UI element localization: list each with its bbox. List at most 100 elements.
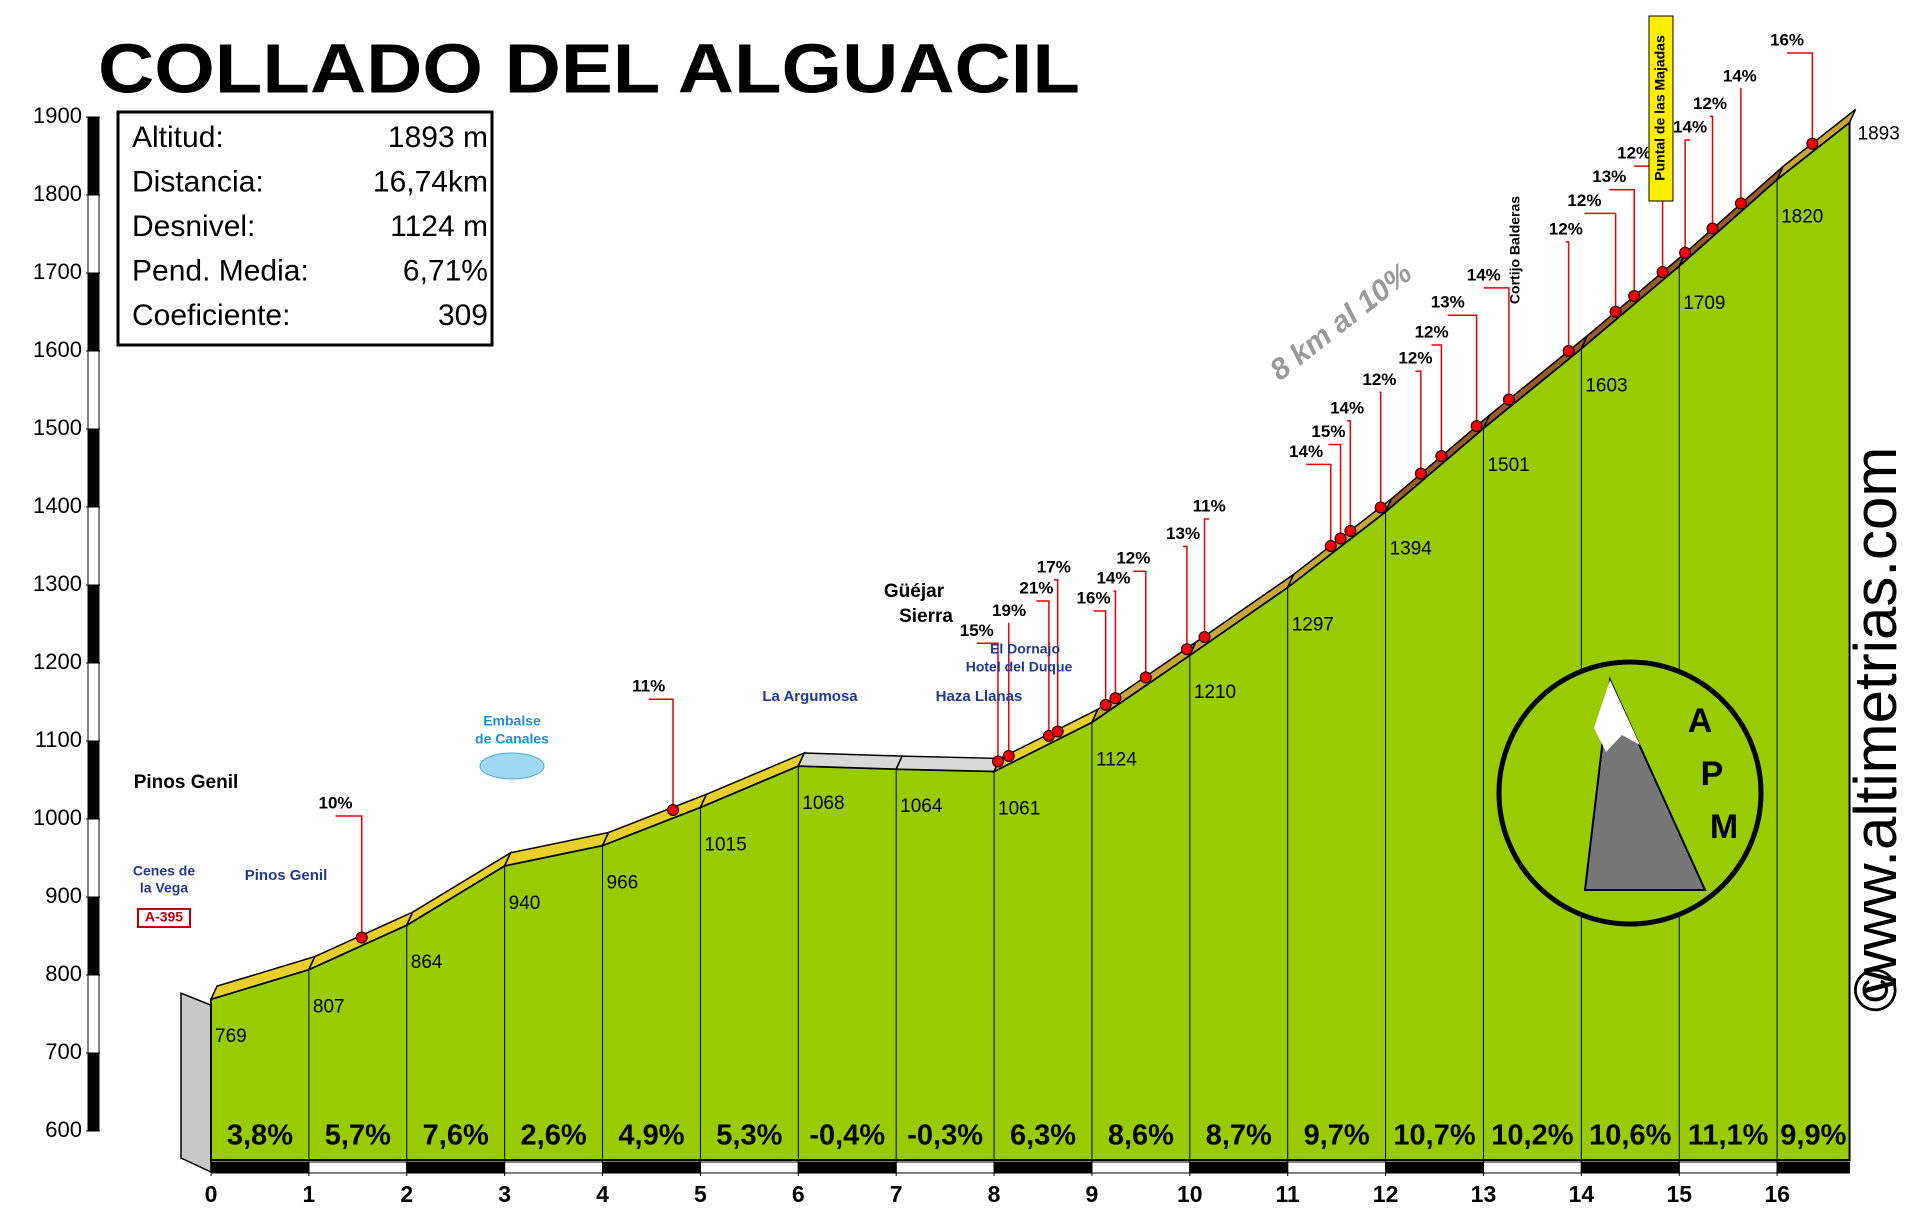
pin-dot	[355, 931, 368, 944]
info-value: 6,71%	[403, 254, 488, 287]
pin-dot	[1806, 137, 1819, 150]
km-bar	[210, 1161, 310, 1174]
vertical-place: Puntal de las Majadas	[1652, 35, 1668, 181]
y-axis-segment	[87, 1052, 100, 1132]
km-bar	[895, 1161, 995, 1174]
elevation-label: 1297	[1292, 614, 1334, 635]
y-tick-label: 700	[45, 1039, 82, 1064]
place-label: Hotel del Duque	[966, 659, 1073, 675]
km-bar	[1678, 1161, 1778, 1174]
pin-label: 19%	[992, 601, 1026, 620]
pin-label: 16%	[1770, 30, 1804, 49]
pin-line	[1306, 463, 1332, 547]
km-bar	[993, 1161, 1093, 1174]
km-bar	[1189, 1161, 1289, 1174]
place-label: El Dornajo	[990, 641, 1060, 657]
pin-dot	[1344, 524, 1357, 537]
km-bar	[1385, 1161, 1484, 1174]
pin-dot	[1099, 698, 1112, 711]
y-tick-label: 800	[45, 961, 82, 986]
pin-line	[1565, 241, 1570, 352]
pin-label: 12%	[1617, 144, 1651, 163]
pin-dot	[1180, 643, 1193, 656]
pin-label: 14%	[1467, 265, 1501, 284]
elevation-label: 864	[411, 952, 443, 973]
x-tick-label: 9	[1086, 1181, 1099, 1207]
y-axis-segment	[87, 974, 100, 1054]
y-tick-label: 1300	[33, 571, 82, 596]
pin-dot	[1139, 671, 1152, 684]
pin-label: 12%	[1116, 549, 1150, 568]
elevation-label: 769	[215, 1026, 247, 1047]
pin-dot	[1562, 345, 1575, 358]
pin-line	[335, 815, 363, 938]
pin-dot	[1002, 750, 1015, 763]
y-tick-label: 1000	[33, 805, 82, 830]
x-tick-label: 16	[1764, 1181, 1790, 1207]
grade-label: 10,7%	[1393, 1120, 1475, 1152]
pin-line	[1584, 212, 1617, 312]
km-bar	[1580, 1161, 1680, 1174]
logo-letter: P	[1701, 755, 1724, 793]
pin-label: 14%	[1723, 67, 1757, 86]
y-tick-label: 1400	[33, 493, 82, 518]
pin-dot	[1679, 246, 1692, 259]
grade-label: 8,6%	[1108, 1120, 1174, 1152]
y-tick-label: 1500	[33, 415, 82, 440]
grade-label: -0,3%	[907, 1120, 983, 1152]
grade-band	[797, 752, 904, 770]
place-label: de Canales	[475, 731, 549, 747]
y-tick-label: 600	[45, 1117, 82, 1142]
pin-line	[1447, 314, 1478, 427]
pin-dot	[991, 755, 1004, 768]
pin-line	[1431, 344, 1443, 457]
info-label: Desnivel:	[132, 210, 255, 243]
place-label: Güéjar	[884, 581, 945, 602]
pin-line	[1347, 420, 1352, 531]
pin-line	[1379, 391, 1382, 508]
place-label: la Vega	[140, 880, 188, 896]
elevation-label: 966	[607, 873, 639, 894]
place-label: Pinos Genil	[245, 867, 328, 884]
pin-dot	[1609, 305, 1622, 318]
y-axis-segment	[87, 584, 100, 664]
elevation-label: 1064	[900, 796, 943, 817]
pin-line	[1203, 518, 1210, 638]
x-tick-label: 2	[400, 1181, 413, 1207]
pin-dot	[1502, 393, 1515, 406]
pin-dot	[1656, 266, 1669, 279]
pin-label: 17%	[1037, 557, 1071, 576]
pin-line	[1415, 370, 1422, 474]
elevation-label: 1709	[1683, 293, 1725, 314]
y-axis-segment	[87, 662, 100, 742]
elevation-label: 1893	[1858, 123, 1900, 144]
pin-dot	[667, 804, 680, 817]
elevation-label: 1820	[1781, 206, 1823, 227]
pin-dot	[1109, 692, 1122, 705]
place-box	[1648, 15, 1674, 202]
y-tick-label: 1200	[33, 649, 82, 674]
pin-dot	[1628, 290, 1641, 303]
pin-line	[1036, 600, 1050, 736]
km-bar	[308, 1161, 408, 1174]
pin-line	[1709, 115, 1714, 229]
pin-dot	[1334, 532, 1347, 545]
x-tick-label: 1	[302, 1181, 315, 1207]
y-tick-label: 1600	[33, 337, 82, 362]
pin-label: 14%	[1330, 398, 1364, 417]
y-axis-segment	[87, 194, 100, 274]
elevation-label: 940	[509, 893, 541, 914]
x-tick-label: 10	[1177, 1181, 1203, 1207]
y-tick-label: 900	[45, 883, 82, 908]
grade-label: -0,4%	[809, 1120, 885, 1152]
grade-label: 3,8%	[227, 1120, 293, 1152]
pin-label: 21%	[1019, 579, 1053, 598]
x-tick-label: 0	[205, 1181, 218, 1207]
y-axis-segment	[87, 896, 100, 976]
road-badge	[137, 908, 191, 928]
elevation-label: 1061	[998, 798, 1040, 819]
elevation-label: 1210	[1194, 682, 1236, 703]
pin-dot	[1051, 725, 1064, 738]
pin-label: 12%	[1567, 191, 1601, 210]
pin-dot	[1470, 420, 1483, 433]
